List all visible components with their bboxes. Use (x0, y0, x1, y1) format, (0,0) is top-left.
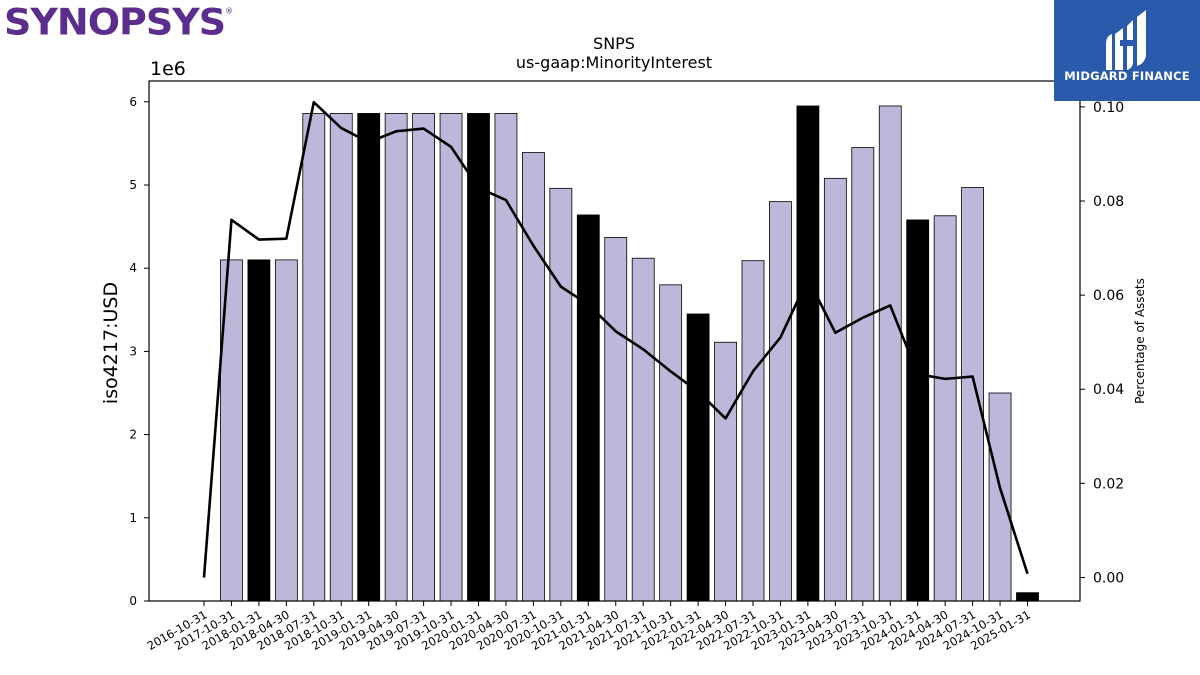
bar-2018-10-31 (329, 113, 353, 602)
bar-2021-01-31 (576, 214, 600, 602)
bar-2018-07-31 (302, 113, 326, 602)
chart-title: SNPS (593, 34, 635, 53)
y-tick-label: 4 (129, 261, 137, 275)
y-offset-label: 1e6 (150, 58, 186, 80)
y-tick-label: 5 (129, 178, 137, 192)
bar-2024-10-31 (988, 392, 1012, 602)
y-axis-left: 0 1 2 3 4 5 6 (129, 95, 149, 608)
plot-frame (148, 80, 1081, 602)
y-tick-label: 2 (129, 428, 137, 442)
bar-2022-04-30 (714, 341, 737, 602)
bar-2020-04-30 (494, 113, 518, 602)
bar-2020-07-31 (522, 152, 545, 602)
bar-2018-04-30 (274, 259, 298, 602)
bar-2023-04-30 (823, 177, 847, 602)
bar-2023-01-31 (796, 105, 820, 602)
midgard-finance-label: MIDGARD FINANCE (1064, 69, 1190, 83)
synopsys-logo: SYNOPSYS® (4, 1, 233, 47)
y2-tick-label: 0.10 (1093, 100, 1124, 116)
bar-2019-01-31 (357, 113, 381, 602)
y2-tick-label: 0.00 (1093, 570, 1124, 586)
bar-2019-04-30 (384, 113, 408, 602)
y2-tick-label: 0.04 (1093, 382, 1124, 398)
bar-2021-10-31 (659, 284, 683, 602)
midgard-emblem-icon (1106, 10, 1146, 70)
midgard-finance-logo: MIDGARD FINANCE (1054, 0, 1200, 101)
y-tick-label: 3 (129, 344, 137, 358)
bar-2024-07-31 (961, 187, 984, 602)
percentage-of-assets-line (202, 100, 1029, 578)
bar-2022-07-31 (741, 260, 765, 602)
x-axis: 2016-10-312017-10-312018-01-312018-04-30… (145, 601, 1033, 653)
bar-2019-10-31 (439, 113, 463, 602)
line-series (202, 100, 1029, 578)
bar-2018-01-31 (247, 259, 271, 602)
y2-tick-label: 0.06 (1093, 288, 1124, 304)
bar-2019-07-31 (412, 113, 436, 602)
bar-2021-04-30 (604, 237, 628, 602)
bar-2025-01-31 (1016, 592, 1039, 602)
bar-2022-10-31 (769, 201, 792, 602)
chart-subtitle: us-gaap:MinorityInterest (516, 53, 712, 72)
y2-tick-label: 0.02 (1093, 476, 1124, 492)
bar-2022-01-31 (686, 313, 710, 602)
bar-2024-04-30 (933, 215, 957, 602)
bar-series (220, 105, 1039, 602)
y-tick-label: 6 (129, 95, 137, 109)
bar-2020-10-31 (549, 187, 573, 602)
y2-axis-label: Percentage of Assets (1133, 278, 1147, 404)
bar-2021-07-31 (631, 257, 655, 602)
bar-2023-07-31 (851, 147, 875, 602)
y2-tick-label: 0.08 (1093, 194, 1124, 210)
y-tick-label: 0 (129, 594, 137, 608)
bar-2023-10-31 (878, 105, 902, 602)
registered-mark: ® (225, 6, 233, 16)
synopsys-logo-text: SYNOPSYS (4, 1, 226, 43)
y-axis-label: iso4217:USD (100, 282, 122, 404)
y-tick-label: 1 (129, 511, 137, 525)
bar-2024-01-31 (906, 219, 930, 602)
y-axis-right: 0.00 0.02 0.04 0.06 0.08 0.10 (1080, 100, 1124, 586)
